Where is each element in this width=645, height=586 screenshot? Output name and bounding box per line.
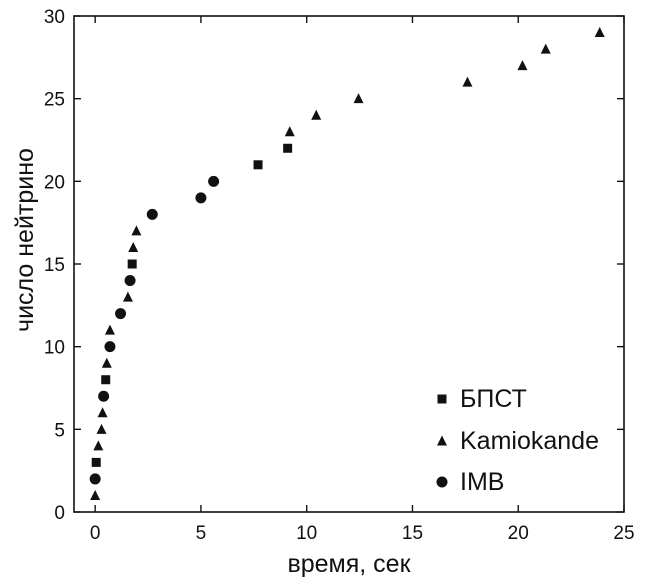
legend-label: IMB xyxy=(460,468,504,496)
data-point-circle xyxy=(89,473,101,485)
data-point-triangle xyxy=(96,423,107,434)
data-point-triangle xyxy=(122,291,133,302)
x-tick-label: 20 xyxy=(508,523,529,544)
y-tick-label: 5 xyxy=(54,420,65,441)
data-points xyxy=(89,27,605,500)
x-tick-label: 25 xyxy=(613,523,634,544)
y-tick-label: 25 xyxy=(44,90,65,111)
data-point-triangle xyxy=(311,109,322,120)
data-point-circle xyxy=(98,390,110,402)
data-point-triangle xyxy=(462,76,473,87)
legend: БПСТ Kamiokande IMB xyxy=(436,385,599,496)
y-tick-label: 20 xyxy=(44,172,65,193)
y-tick-label: 30 xyxy=(44,7,65,28)
data-point-circle xyxy=(195,192,207,204)
legend-marker-square xyxy=(437,394,447,404)
y-tick-label: 10 xyxy=(44,338,65,359)
x-tick-label: 0 xyxy=(90,523,101,544)
y-tick-label: 15 xyxy=(44,255,65,276)
x-axis-ticks: 0 5 10 15 20 25 xyxy=(90,16,635,544)
data-point-triangle xyxy=(594,27,605,38)
y-axis-label: число нейтрино xyxy=(11,148,39,332)
x-tick-label: 15 xyxy=(402,523,423,544)
legend-marker-circle xyxy=(436,476,448,488)
data-point-circle xyxy=(208,175,220,187)
data-point-triangle xyxy=(517,60,528,71)
data-point-square xyxy=(91,457,101,467)
data-point-square xyxy=(127,259,137,269)
legend-label: Kamiokande xyxy=(460,427,599,455)
x-tick-label: 5 xyxy=(196,523,207,544)
y-axis-ticks: 0 5 10 15 20 25 30 xyxy=(44,7,624,524)
data-point-triangle xyxy=(97,407,108,418)
data-point-square xyxy=(101,375,111,385)
x-axis-label: время, сек xyxy=(287,550,411,578)
legend-label: БПСТ xyxy=(460,385,527,413)
data-point-triangle xyxy=(104,324,115,335)
data-point-triangle xyxy=(131,225,142,236)
legend-marker-triangle xyxy=(437,435,447,446)
data-point-triangle xyxy=(353,93,364,104)
data-point-triangle xyxy=(128,241,139,252)
data-point-circle xyxy=(104,341,116,353)
data-point-triangle xyxy=(101,357,112,368)
data-point-square xyxy=(253,160,263,170)
data-point-circle xyxy=(124,275,136,287)
data-point-triangle xyxy=(284,126,295,137)
data-point-triangle xyxy=(540,43,551,54)
data-point-triangle xyxy=(90,489,101,500)
data-point-circle xyxy=(115,308,127,320)
data-point-circle xyxy=(146,208,158,220)
x-tick-label: 10 xyxy=(296,523,317,544)
data-point-triangle xyxy=(93,440,104,451)
y-tick-label: 0 xyxy=(54,503,65,524)
data-point-square xyxy=(283,143,293,153)
